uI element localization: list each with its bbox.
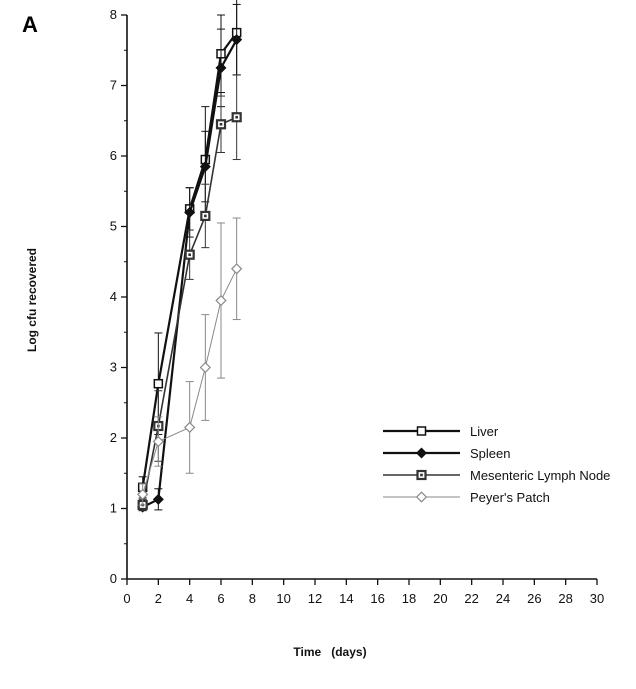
data-point (184, 206, 196, 218)
legend-marker (415, 447, 428, 459)
legend-marker (415, 491, 428, 503)
data-point-dot (235, 115, 238, 119)
legend-item: Liver (383, 424, 499, 439)
y-tick-label: 2 (110, 430, 117, 445)
x-tick-label: 12 (308, 591, 322, 606)
x-tick-label: 24 (496, 591, 510, 606)
data-point (199, 361, 211, 374)
y-tick-label: 6 (110, 148, 117, 163)
y-tick-label: 4 (110, 289, 117, 304)
data-point (152, 435, 164, 448)
data-point (152, 493, 164, 505)
legend-marker (416, 426, 427, 436)
data-point (231, 34, 243, 46)
data-point-dot (204, 214, 207, 218)
y-tick-label: 7 (110, 78, 117, 93)
data-point (137, 488, 149, 501)
y-tick-label: 0 (110, 571, 117, 586)
y-axis-title: Log cfu recovered (25, 248, 39, 352)
x-tick-label: 10 (276, 591, 290, 606)
x-tick-label: 6 (217, 591, 224, 606)
legend-label: Mesenteric Lymph Node (470, 468, 610, 483)
data-point (215, 62, 227, 74)
x-tick-label: 4 (186, 591, 193, 606)
series-layer (137, 0, 243, 513)
legend-label: Spleen (470, 446, 510, 461)
y-tick-label: 5 (110, 219, 117, 234)
series-3 (137, 217, 243, 506)
legend-item: Peyer's Patch (383, 490, 550, 505)
legend: Liver Spleen Mesenteric Lymph Node Peyer's … (383, 424, 610, 505)
legend-item: Mesenteric Lymph Node (383, 468, 610, 483)
legend-item: Spleen (383, 446, 510, 461)
y-tick-label: 1 (110, 501, 117, 516)
data-point (231, 263, 243, 275)
x-tick-label: 0 (123, 591, 130, 606)
x-tick-label: 18 (402, 591, 416, 606)
x-tick-label: 26 (527, 591, 541, 606)
x-tick-label: 8 (249, 591, 256, 606)
panel-label: A (22, 12, 38, 37)
data-point (199, 161, 211, 173)
data-point (153, 378, 164, 389)
data-point-dot (219, 122, 223, 126)
y-axis: 0 1 2 3 4 5 6 7 8 (110, 7, 128, 586)
y-tick-label: 3 (110, 360, 117, 375)
x-axis-title: Time (days) (293, 645, 366, 659)
series-line (142, 268, 238, 495)
x-tick-label: 16 (370, 591, 384, 606)
x-tick-label: 20 (433, 591, 447, 606)
data-point-dot (188, 253, 191, 256)
x-tick-label: 2 (155, 591, 162, 606)
y-tick-label: 8 (110, 7, 117, 22)
x-tick-label: 22 (464, 591, 478, 606)
x-tick-label: 30 (590, 591, 604, 606)
data-point (215, 294, 227, 307)
legend-label: Liver (470, 424, 499, 439)
legend-label: Peyer's Patch (470, 490, 550, 505)
x-axis: 0 2 4 6 8 10 12 14 16 18 20 22 24 26 28 30 (123, 578, 604, 606)
x-tick-label: 14 (339, 591, 353, 606)
data-point (184, 421, 196, 434)
legend-marker-dot (420, 473, 423, 477)
x-tick-label: 28 (558, 591, 572, 606)
